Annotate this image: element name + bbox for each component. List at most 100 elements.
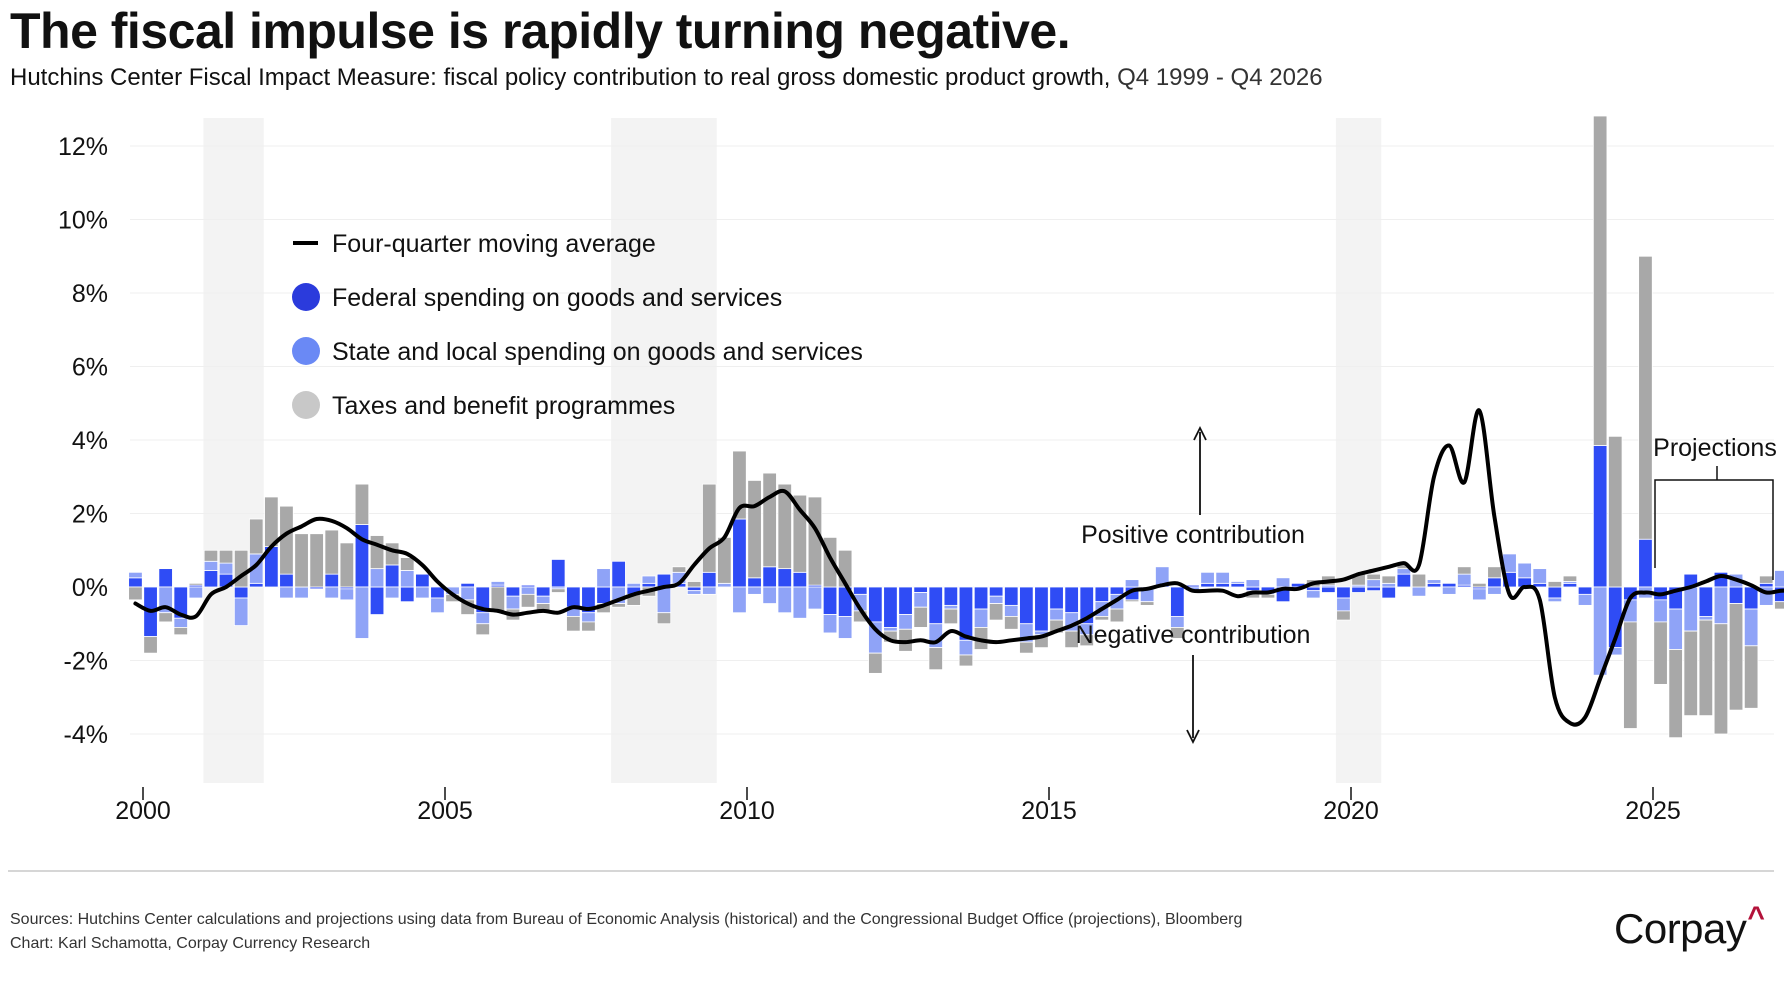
bar-state-local (973, 608, 989, 628)
x-tick-label: 2000 (115, 797, 171, 825)
bar-state-local (732, 586, 747, 614)
bar-federal (1230, 582, 1245, 588)
bar-federal (1245, 586, 1261, 592)
bar-taxes-benefits (490, 586, 506, 612)
bar-federal (1351, 586, 1366, 593)
bar-taxes-benefits (264, 496, 279, 547)
bar-state-local (279, 586, 294, 599)
chart-title: The fiscal impulse is rapidly turning ne… (10, 3, 1071, 59)
bar-taxes-benefits (656, 612, 672, 625)
bar-state-local (1049, 608, 1064, 621)
bar-taxes-benefits (1743, 645, 1759, 709)
bar-federal (1109, 586, 1125, 595)
bar-federal (747, 577, 762, 588)
bar-state-local (958, 639, 974, 656)
bar-state-local (656, 586, 672, 614)
bar-taxes-benefits (128, 586, 143, 601)
bar-state-local (1124, 579, 1140, 588)
legend-label-federal: Federal spending on goods and services (332, 284, 782, 312)
bar-taxes-benefits (1774, 601, 1784, 610)
bar-taxes-benefits (1004, 616, 1019, 630)
bar-state-local (490, 581, 506, 586)
bar-federal (1562, 582, 1578, 588)
chart-credit: Chart: Karl Schamotta, Corpay Currency R… (10, 935, 371, 952)
bar-state-local (1743, 608, 1759, 647)
bar-federal (928, 586, 943, 625)
bar-federal (1215, 582, 1230, 588)
bar-taxes-benefits (249, 518, 264, 555)
bar-taxes-benefits (384, 542, 400, 566)
bar-taxes-benefits (218, 549, 234, 564)
bar-federal (1019, 586, 1034, 625)
bar-state-local (988, 595, 1004, 604)
bar-federal (1004, 586, 1019, 606)
footer-divider (8, 870, 1774, 872)
bar-federal (1306, 586, 1321, 592)
bar-taxes-benefits (520, 593, 536, 608)
bar-taxes-benefits (369, 535, 385, 570)
bar-state-local (203, 560, 219, 571)
bar-taxes-benefits (611, 603, 626, 608)
bar-taxes-benefits (1623, 621, 1638, 729)
bar-taxes-benefits (943, 608, 959, 625)
bar-taxes-benefits (400, 557, 415, 571)
bar-state-local (1336, 597, 1351, 612)
footer-sources: Sources: Hutchins Center calculations an… (10, 908, 1242, 956)
bar-federal (973, 586, 989, 610)
bar-taxes-benefits (671, 566, 687, 573)
arrow-up-icon (1193, 425, 1207, 441)
moving-average-line (133, 408, 1784, 727)
bar-state-local (883, 627, 898, 632)
bar-state-local (1683, 586, 1698, 632)
bar-federal (792, 571, 808, 588)
bar-federal (566, 586, 581, 608)
projections-bracket (1654, 479, 1774, 580)
bar-state-local (324, 586, 339, 599)
bar-taxes-benefits (188, 582, 204, 586)
corpay-logo: Corpay^ (1614, 901, 1765, 953)
bar-taxes-benefits (1336, 610, 1351, 621)
fiscal-impact-chart: 12%10%8%6%4%2%0%-2%-4% 2000 2005 2010 2015 2… (58, 115, 1784, 825)
bar-state-local (218, 562, 234, 575)
bar-state-local (1774, 570, 1784, 588)
logo-text: Corpay (1614, 905, 1747, 952)
bar-taxes-benefits (294, 533, 309, 588)
bar-state-local (1713, 586, 1729, 625)
y-tick-label: 12% (58, 133, 108, 161)
bar-state-local (717, 582, 732, 588)
y-tick-label: 4% (72, 427, 108, 455)
bar-taxes-benefits (1457, 566, 1472, 575)
bar-federal (762, 566, 777, 588)
bar-taxes-benefits (1592, 115, 1608, 446)
bar-taxes-benefits (173, 627, 188, 636)
bar-state-local (384, 586, 400, 599)
bar-federal (505, 586, 521, 597)
bar-state-local (128, 571, 143, 579)
bar-federal (551, 559, 566, 588)
bar-taxes-benefits (1562, 575, 1578, 582)
bar-federal (596, 586, 611, 604)
annotations: Positive contribution Negative contributi… (1076, 425, 1777, 745)
bar-taxes-benefits (339, 542, 355, 588)
bar-state-local (475, 612, 490, 625)
bar-state-local (1200, 571, 1215, 584)
bar-federal (279, 573, 294, 588)
bar-state-local (294, 586, 309, 599)
bar-federal (883, 586, 898, 628)
bar-taxes-benefits (1124, 599, 1140, 603)
legend-label-taxes_benefits: Taxes and benefit programmes (332, 392, 675, 420)
bar-state-local (747, 586, 762, 595)
bar-state-local (913, 592, 928, 608)
bar-federal (641, 582, 657, 588)
bar-taxes-benefits (1683, 630, 1698, 717)
bar-taxes-benefits (1698, 619, 1714, 717)
bar-taxes-benefits (354, 483, 370, 525)
bar-federal (158, 568, 173, 588)
bar-taxes-benefits (1638, 255, 1653, 540)
bar-taxes-benefits (1381, 575, 1396, 584)
bar-taxes-benefits (143, 636, 158, 654)
bar-federal (1049, 586, 1064, 610)
bar-federal (1426, 582, 1442, 588)
bar-taxes-benefits (309, 533, 324, 588)
bar-taxes-benefits (551, 588, 566, 593)
